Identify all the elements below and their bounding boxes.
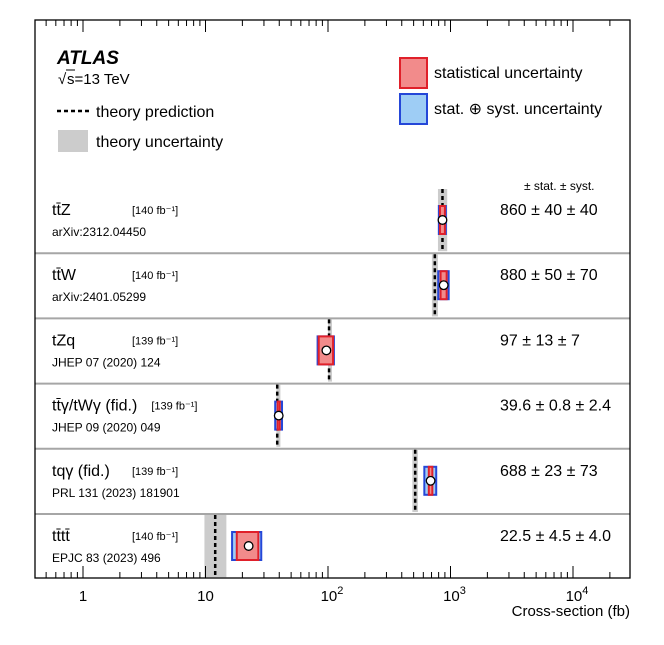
measured-value-text: 39.6 ± 0.8 ± 2.4 <box>500 398 611 415</box>
legend: ATLAS √ s=13 TeV theory prediction theor… <box>56 48 602 152</box>
total-uncertainty-swatch <box>399 93 428 125</box>
measured-value-text: 97 ± 13 ± 7 <box>500 332 580 349</box>
measured-value-text: 22.5 ± 4.5 ± 4.0 <box>500 528 611 545</box>
process-label: tt̄γ/tWγ (fid.) <box>52 398 137 415</box>
theory-uncertainty-legend-label: theory uncertainty <box>96 134 223 151</box>
luminosity-label: [140 fb⁻¹] <box>132 205 178 217</box>
luminosity-label: [139 fb⁻¹] <box>151 401 197 413</box>
reference-label: EPJC 83 (2023) 496 <box>52 551 161 565</box>
reference-label: arXiv:2401.05299 <box>52 290 146 304</box>
theory-prediction-legend-label: theory prediction <box>96 104 214 121</box>
reference-label: JHEP 09 (2020) 049 <box>52 421 161 435</box>
process-label: tt̄tt̄ <box>52 528 70 545</box>
total-uncertainty-legend-label: stat. ⊕ syst. uncertainty <box>434 101 602 118</box>
process-label: tt̄Z <box>52 202 71 219</box>
measurement-row: tt̄W [140 fb⁻¹] arXiv:2401.05299 880 ± 50 ±… <box>35 254 630 320</box>
central-value-marker <box>321 345 332 356</box>
central-value-marker <box>438 280 449 291</box>
sqrt-symbol: √ <box>58 71 67 88</box>
column-header: ± stat. ± syst. <box>524 179 595 193</box>
measured-value-text: 688 ± 23 ± 73 <box>500 463 598 480</box>
energy-label: √ s=13 TeV <box>58 69 130 88</box>
luminosity-label: [140 fb⁻¹] <box>132 531 178 543</box>
x-tick-label: 102 <box>321 585 344 605</box>
luminosity-label: [140 fb⁻¹] <box>132 270 178 282</box>
stat-uncertainty-legend-label: statistical uncertainty <box>434 65 583 82</box>
experiment-label: ATLAS <box>56 48 119 69</box>
plot-frame <box>34 19 631 579</box>
x-tick-label: 104 <box>566 585 589 605</box>
process-label: tt̄W <box>52 267 77 284</box>
reference-label: JHEP 07 (2020) 124 <box>52 355 161 369</box>
luminosity-label: [139 fb⁻¹] <box>132 466 178 478</box>
reference-label: PRL 131 (2023) 181901 <box>52 486 180 500</box>
central-value-marker <box>425 475 436 486</box>
measured-value-text: 880 ± 50 ± 70 <box>500 267 598 284</box>
measured-value-text: 860 ± 40 ± 40 <box>500 202 598 219</box>
luminosity-label: [139 fb⁻¹] <box>132 335 178 347</box>
x-tick-label: 1 <box>79 588 87 605</box>
measurement-row: tt̄tt̄ [140 fb⁻¹] EPJC 83 (2023) 496 22.5 ±… <box>52 515 611 578</box>
central-value-marker <box>243 541 254 551</box>
measurement-row: tZq [139 fb⁻¹] JHEP 07 (2020) 124 97 ± 13 ±… <box>35 319 630 385</box>
central-value-marker <box>437 215 448 225</box>
stat-uncertainty-swatch <box>399 57 428 89</box>
process-label: tqγ (fid.) <box>52 463 110 480</box>
measurement-rows: tt̄Z [140 fb⁻¹] arXiv:2312.04450 860 ± 40 ±… <box>35 189 630 578</box>
x-tick-label: 103 <box>443 585 466 605</box>
central-value-marker <box>273 410 284 421</box>
measurement-row: tqγ (fid.) [139 fb⁻¹] PRL 131 (2023) 18190… <box>35 449 630 515</box>
x-axis-label: Cross-section (fb) <box>512 603 630 620</box>
reference-label: arXiv:2312.04450 <box>52 225 146 239</box>
x-tick-label: 10 <box>197 588 214 605</box>
x-axis: 1 10 102 103 104 <box>45 20 611 605</box>
measurement-row: tt̄γ/tWγ (fid.) [139 fb⁻¹] JHEP 09 (2020) … <box>35 384 630 450</box>
process-label: tZq <box>52 332 75 349</box>
measurement-row: tt̄Z [140 fb⁻¹] arXiv:2312.04450 860 ± 40 ±… <box>35 189 630 255</box>
energy-text: s=13 TeV <box>67 71 130 88</box>
theory-uncertainty-swatch <box>58 130 88 152</box>
